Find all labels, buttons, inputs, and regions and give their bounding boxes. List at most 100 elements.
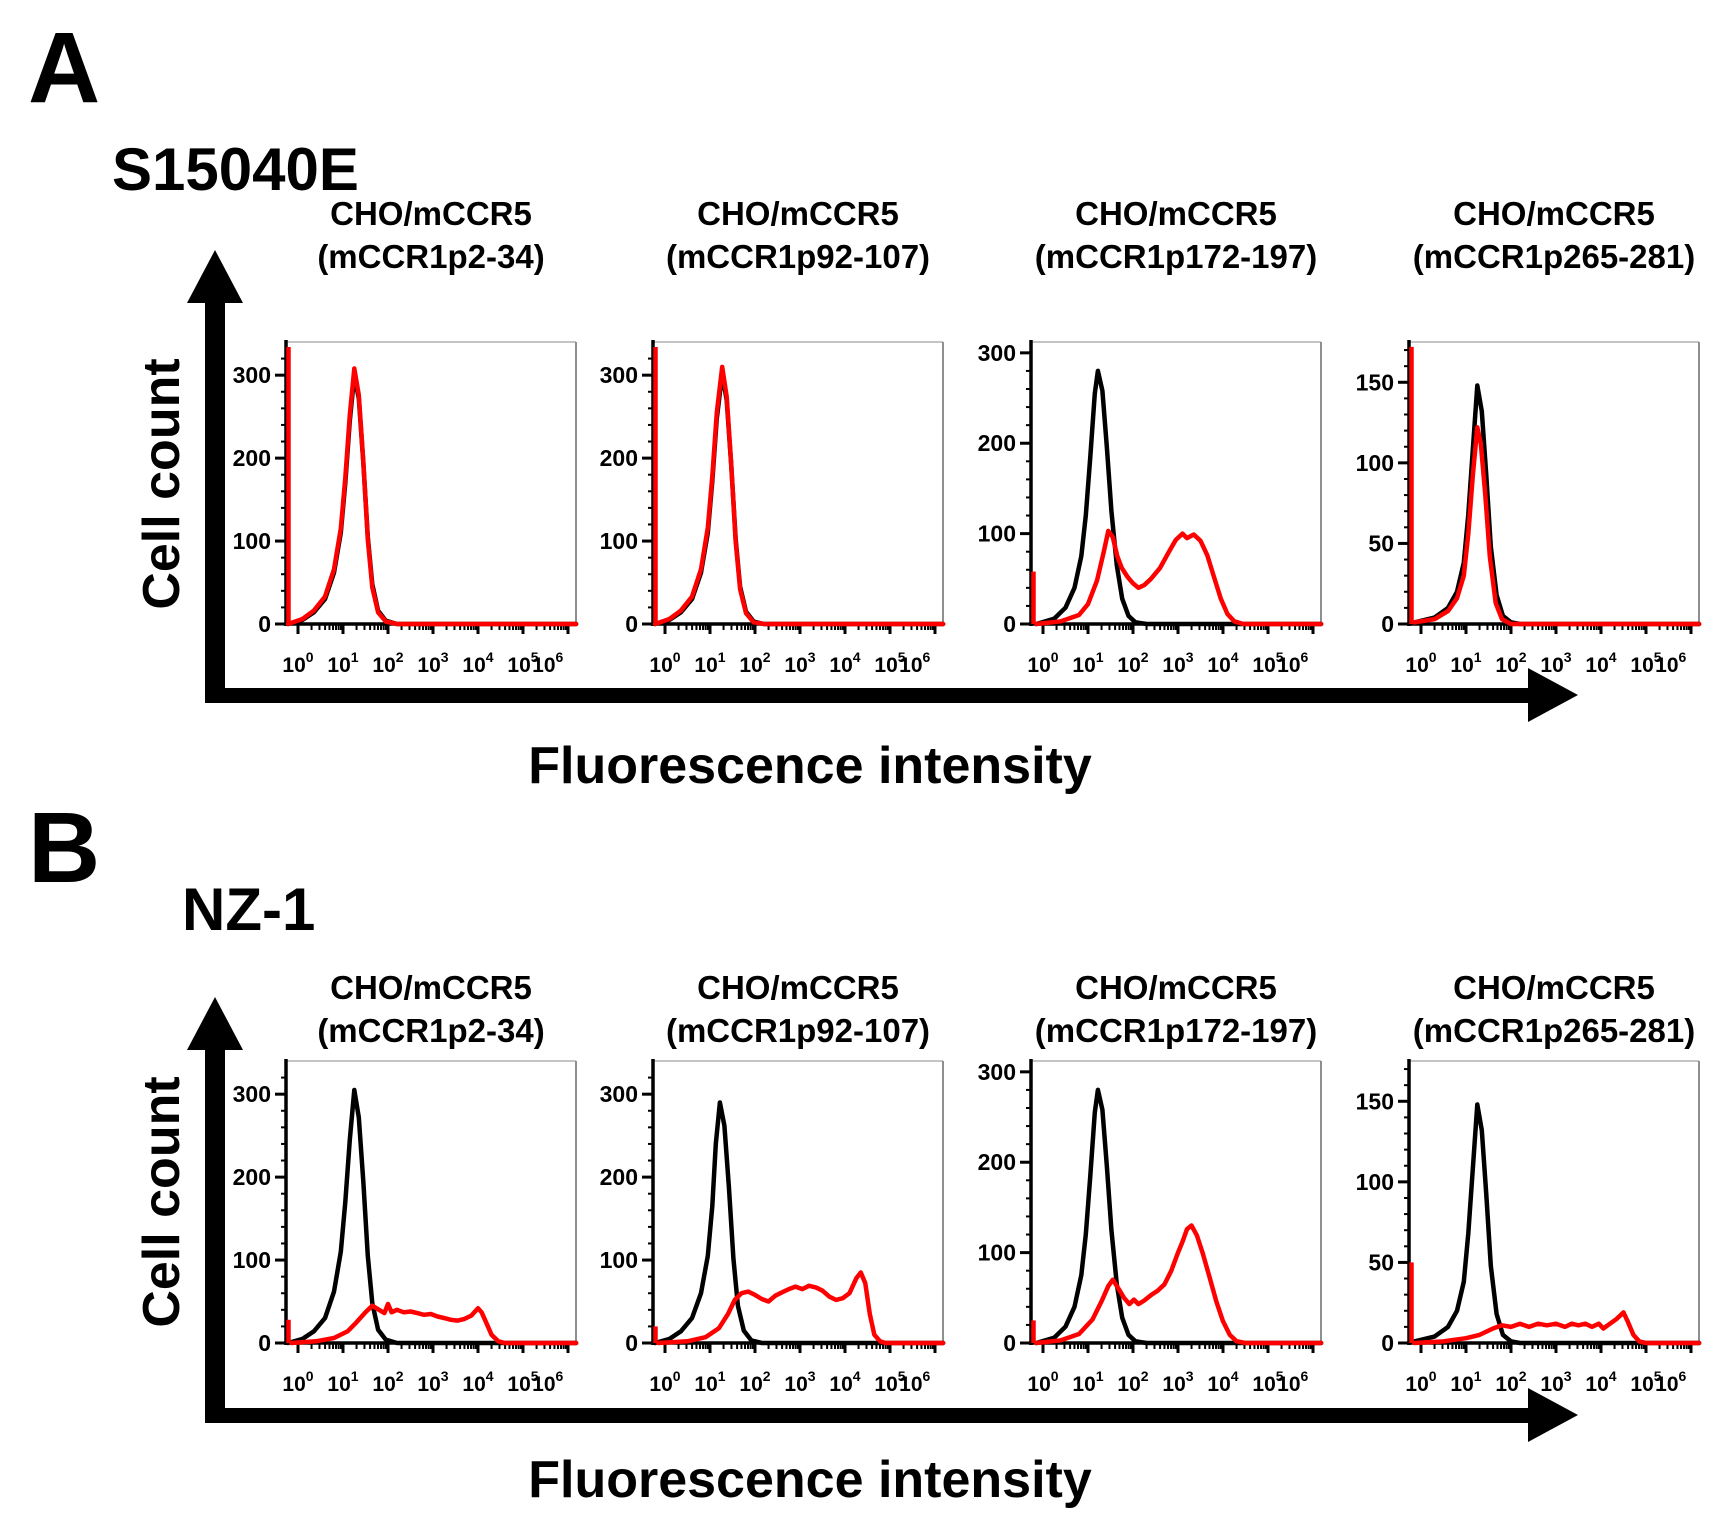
plot-title-line2: (mCCR1p2-34) — [317, 1012, 545, 1049]
svg-text:300: 300 — [600, 1081, 638, 1107]
svg-text:105: 105 — [1630, 649, 1661, 677]
histogram-plot-b4: 0 50 100 150 100 101 102 103 104 105 106 — [1349, 1057, 1719, 1402]
svg-text:200: 200 — [978, 430, 1016, 456]
histogram-plot-a3: 0 100 200 300 100 101 102 103 104 105 106 — [971, 338, 1341, 683]
svg-text:101: 101 — [694, 1368, 725, 1396]
plot-title-line2: (mCCR1p265-281) — [1412, 1012, 1696, 1049]
svg-text:105: 105 — [1252, 649, 1283, 677]
svg-text:101: 101 — [1072, 1368, 1103, 1396]
panel-b-y-axis-label: Cell count — [133, 1076, 191, 1328]
panel-a-y-axis-label: Cell count — [133, 358, 191, 610]
svg-text:100: 100 — [1405, 649, 1436, 677]
panel-b-antibody-label: NZ-1 — [182, 876, 316, 943]
svg-text:106: 106 — [1277, 1368, 1308, 1396]
plot-title-line1: CHO/mCCR5 — [330, 195, 532, 232]
svg-text:101: 101 — [327, 1368, 358, 1396]
svg-text:100: 100 — [1405, 1368, 1436, 1396]
svg-text:102: 102 — [372, 649, 403, 677]
plot-title-a3: CHO/mCCR5 (mCCR1p172-197) — [991, 192, 1361, 278]
plot-title-line1: CHO/mCCR5 — [1453, 969, 1655, 1006]
svg-text:105: 105 — [507, 649, 538, 677]
plot-title-line2: (mCCR1p92-107) — [665, 238, 931, 275]
y-axis-arrow-shaft — [205, 1045, 225, 1423]
plot-title-b2: CHO/mCCR5 (mCCR1p92-107) — [613, 966, 983, 1052]
svg-text:150: 150 — [1356, 369, 1394, 395]
plot-title-line2: (mCCR1p172-197) — [1034, 238, 1318, 275]
svg-text:103: 103 — [1540, 649, 1571, 677]
plot-title-line1: CHO/mCCR5 — [697, 969, 899, 1006]
svg-text:104: 104 — [829, 1368, 860, 1396]
svg-text:104: 104 — [462, 1368, 493, 1396]
plot-title-line1: CHO/mCCR5 — [1075, 969, 1277, 1006]
svg-text:102: 102 — [1495, 1368, 1526, 1396]
svg-text:102: 102 — [1117, 649, 1148, 677]
svg-text:100: 100 — [649, 1368, 680, 1396]
panel-a-x-axis-label: Fluorescence intensity — [528, 737, 1092, 795]
plot-title-line1: CHO/mCCR5 — [1075, 195, 1277, 232]
panel-a-letter: A — [28, 12, 101, 124]
panel-b-letter: B — [28, 792, 101, 904]
x-axis-arrow-shaft — [205, 1408, 1529, 1423]
histogram-plot-a2: 0 100 200 300 100 101 102 103 104 105 106 — [593, 338, 963, 683]
svg-text:105: 105 — [874, 649, 905, 677]
svg-text:102: 102 — [372, 1368, 403, 1396]
svg-text:104: 104 — [1585, 1368, 1616, 1396]
svg-text:101: 101 — [1450, 1368, 1481, 1396]
svg-text:106: 106 — [532, 649, 563, 677]
svg-text:100: 100 — [600, 528, 638, 554]
svg-text:102: 102 — [739, 649, 770, 677]
svg-text:0: 0 — [1381, 1330, 1394, 1356]
svg-text:100: 100 — [282, 649, 313, 677]
panel-b-x-axis-label: Fluorescence intensity — [528, 1451, 1092, 1509]
plot-title-b3: CHO/mCCR5 (mCCR1p172-197) — [991, 966, 1361, 1052]
svg-text:105: 105 — [874, 1368, 905, 1396]
svg-text:300: 300 — [600, 362, 638, 388]
svg-text:50: 50 — [1368, 530, 1394, 556]
svg-text:100: 100 — [1027, 1368, 1058, 1396]
svg-text:105: 105 — [507, 1368, 538, 1396]
x-axis-arrow-shaft — [205, 688, 1529, 703]
plot-title-a1: CHO/mCCR5 (mCCR1p2-34) — [246, 192, 616, 278]
plot-title-line1: CHO/mCCR5 — [697, 195, 899, 232]
svg-text:100: 100 — [282, 1368, 313, 1396]
svg-text:101: 101 — [694, 649, 725, 677]
plot-title-line2: (mCCR1p2-34) — [317, 238, 545, 275]
histogram-plot-b1: 0 100 200 300 100 101 102 103 104 105 106 — [226, 1057, 596, 1402]
svg-text:100: 100 — [978, 521, 1016, 547]
svg-text:0: 0 — [258, 1330, 271, 1356]
svg-text:300: 300 — [978, 1059, 1016, 1085]
svg-text:103: 103 — [1540, 1368, 1571, 1396]
svg-text:106: 106 — [1655, 1368, 1686, 1396]
svg-text:150: 150 — [1356, 1088, 1394, 1114]
svg-text:100: 100 — [1356, 450, 1394, 476]
svg-text:0: 0 — [1381, 611, 1394, 637]
plot-title-line2: (mCCR1p265-281) — [1412, 238, 1696, 275]
svg-text:200: 200 — [600, 445, 638, 471]
histogram-plot-b2: 0 100 200 300 100 101 102 103 104 105 106 — [593, 1057, 963, 1402]
plot-title-line2: (mCCR1p172-197) — [1034, 1012, 1318, 1049]
svg-text:50: 50 — [1368, 1249, 1394, 1275]
svg-text:100: 100 — [233, 1247, 271, 1273]
svg-text:106: 106 — [1655, 649, 1686, 677]
svg-text:103: 103 — [1162, 649, 1193, 677]
svg-text:104: 104 — [462, 649, 493, 677]
y-axis-arrow-icon — [187, 250, 243, 303]
svg-text:104: 104 — [1207, 649, 1238, 677]
svg-text:102: 102 — [1495, 649, 1526, 677]
plot-title-a4: CHO/mCCR5 (mCCR1p265-281) — [1369, 192, 1733, 278]
svg-text:105: 105 — [1252, 1368, 1283, 1396]
plot-title-b1: CHO/mCCR5 (mCCR1p2-34) — [246, 966, 616, 1052]
svg-text:200: 200 — [233, 1164, 271, 1190]
svg-text:0: 0 — [258, 611, 271, 637]
svg-text:105: 105 — [1630, 1368, 1661, 1396]
x-axis-arrow-icon — [1528, 668, 1578, 722]
x-axis-arrow-icon — [1528, 1388, 1578, 1442]
plot-title-line1: CHO/mCCR5 — [330, 969, 532, 1006]
svg-text:300: 300 — [233, 362, 271, 388]
histogram-plot-b3: 0 100 200 300 100 101 102 103 104 105 106 — [971, 1057, 1341, 1402]
svg-text:0: 0 — [625, 611, 638, 637]
svg-text:101: 101 — [1072, 649, 1103, 677]
plot-title-line1: CHO/mCCR5 — [1453, 195, 1655, 232]
svg-text:101: 101 — [327, 649, 358, 677]
